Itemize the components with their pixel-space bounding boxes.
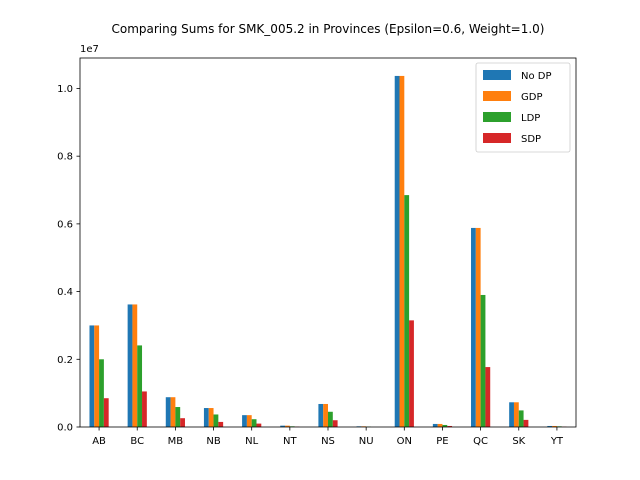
x-tick-label: MB (168, 436, 184, 447)
x-tick-label: SK (512, 436, 525, 447)
x-tick-label: NB (206, 436, 220, 447)
chart-title: Comparing Sums for SMK_005.2 in Province… (111, 22, 544, 36)
bar-YT-gdp (552, 425, 557, 427)
x-tick-label: NT (283, 436, 297, 447)
x-axis: AB BC MB NB NL NT NS NU ON PE QC SK YT (92, 427, 564, 447)
y-tick-label: 0.4 (57, 287, 73, 298)
bar-PE-no-dp (432, 423, 438, 427)
legend-label: No DP (521, 71, 552, 82)
x-tick-label: NL (245, 436, 258, 447)
y-tick-label: 0.0 (57, 423, 73, 434)
bar-YT-no-dp (547, 425, 553, 427)
y-tick-label: 0.6 (57, 219, 73, 230)
bar-NB-no-dp (203, 408, 209, 427)
bar-PE-sdp (447, 425, 453, 427)
bar-AB-ldp (99, 359, 104, 427)
legend-label: LDP (521, 113, 540, 124)
bar-NS-gdp (323, 403, 328, 427)
bar-SK-gdp (513, 402, 519, 427)
y-axis-scale-label: 1e7 (80, 44, 99, 55)
bar-AB-no-dp (89, 325, 95, 427)
legend-label: SDP (521, 134, 541, 145)
bar-ON-no-dp (394, 75, 400, 427)
x-tick-label: ON (397, 436, 412, 447)
legend: No DP GDP LDP SDP (475, 62, 571, 153)
bar-NS-sdp (332, 420, 338, 427)
bar-QC-gdp (475, 227, 481, 427)
bar-MB-no-dp (165, 397, 171, 427)
legend-swatch (483, 133, 511, 143)
bar-ON-sdp (409, 320, 414, 427)
x-tick-label: NS (321, 436, 335, 447)
x-tick-label: YT (550, 436, 564, 447)
legend-swatch (483, 112, 511, 122)
bar-QC-ldp (480, 294, 486, 427)
plot-frame (79, 57, 577, 428)
bar-MB-gdp (170, 397, 176, 427)
bar-MB-ldp (175, 407, 181, 427)
bar-NS-no-dp (318, 403, 324, 427)
bar-NB-sdp (218, 421, 224, 427)
bar-SK-sdp (523, 419, 529, 427)
bar-BC-ldp (137, 345, 143, 427)
bar-SK-ldp (518, 410, 524, 427)
bar-NT-no-dp (280, 425, 286, 427)
bar-QC-no-dp (471, 227, 476, 427)
plot-bars (89, 75, 567, 427)
bar-NL-gdp (246, 415, 252, 427)
legend-box (475, 62, 571, 153)
bar-BC-gdp (132, 304, 138, 427)
bar-MB-sdp (180, 418, 185, 427)
x-tick-label: PE (436, 436, 448, 447)
bar-PE-ldp (442, 424, 448, 427)
bar-NS-ldp (328, 411, 333, 427)
x-tick-label: BC (130, 436, 144, 447)
bar-AB-sdp (103, 398, 109, 427)
bar-NB-gdp (208, 408, 214, 427)
legend-label: GDP (521, 92, 542, 103)
bar-SK-no-dp (509, 402, 514, 427)
x-tick-label: QC (473, 436, 488, 447)
y-tick-label: 0.8 (57, 152, 73, 163)
y-axis: 0.0 0.2 0.4 0.6 0.8 1.0 (57, 84, 80, 434)
bar-QC-sdp (485, 367, 491, 427)
bar-ON-gdp (399, 75, 405, 427)
bar-NT-gdp (285, 425, 290, 427)
bar-BC-sdp (142, 391, 147, 427)
bar-NB-ldp (213, 414, 219, 427)
y-tick-label: 1.0 (57, 84, 73, 95)
y-tick-label: 0.2 (57, 355, 73, 366)
bar-BC-no-dp (127, 304, 133, 427)
bar-NL-no-dp (242, 415, 247, 427)
x-tick-label: AB (92, 436, 106, 447)
bar-PE-gdp (437, 423, 443, 427)
legend-swatch (483, 91, 511, 101)
legend-swatch (483, 70, 511, 80)
bar-AB-gdp (94, 325, 100, 427)
x-tick-label: NU (359, 436, 374, 447)
bar-NL-sdp (256, 423, 262, 427)
bar-ON-ldp (404, 195, 410, 427)
bar-NL-ldp (251, 419, 257, 427)
